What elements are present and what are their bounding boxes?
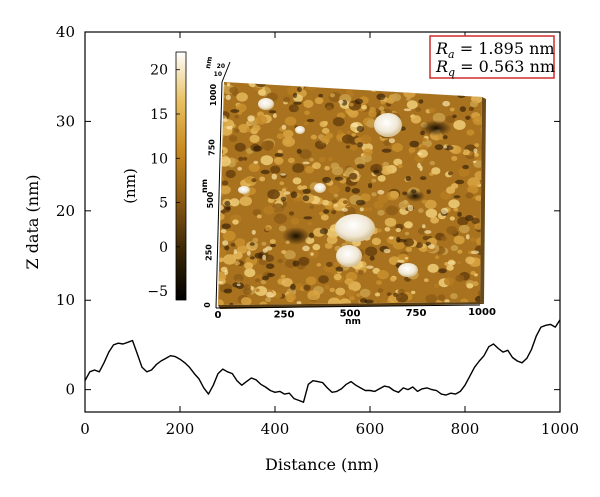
y-axis-label: Z data (nm) [23,175,42,270]
colorbar-bar [175,51,187,301]
x-axis-label: Distance (nm) [265,455,379,474]
y-tick-label: 10 [56,291,75,309]
inset-x-tick-label: 500 [340,309,361,320]
x-tick-label: 400 [261,420,290,438]
y-tick-label: 40 [56,23,75,41]
inset-z-axis-label: nm [204,56,214,69]
x-tick-label: 0 [80,420,90,438]
x-tick-label: 200 [166,420,195,438]
inset-z-axis-line [221,61,231,83]
x-axis: 0 200 400 600 800 1000 [80,32,579,438]
inset-x-tick-label: 1000 [468,307,496,318]
inset-y-tick-label: 500 [206,191,215,208]
colorbar-tick-label: 10 [150,151,168,167]
plot-frame [84,31,561,413]
surface-pit [420,120,452,136]
surface-bump [398,263,418,277]
surface-features [238,98,452,277]
inset-x-tick-label: 0 [215,310,222,321]
inset-x-axis-line [215,304,481,309]
colorbar-ticks: 20 15 10 5 0 −5 [147,63,180,300]
inset-z-tick-label: 10 [214,71,222,78]
x-tick-label: 1000 [541,420,579,438]
colorbar-label: (nm) [121,168,139,204]
inset-y-axis-line [215,81,223,309]
inset-z-tick-label: 20 [217,63,225,70]
surface-bump [295,126,305,134]
y-tick-label: 30 [56,112,75,130]
x-tick-label: 800 [451,420,480,438]
inset-y-ticks: 0 250 500 750 1000 [203,83,218,307]
inset-y-tick-label: 0 [203,302,212,308]
surface-bump [238,186,250,194]
y-tick-label: 20 [56,202,75,220]
colorbar-tick-label: −5 [147,284,168,300]
surface-base [218,82,482,305]
surface-bump [374,113,402,137]
ra-text: Ra = 1.895 nm [435,39,555,61]
surface-bump [336,245,362,267]
surface-bump [258,98,274,110]
inset-x-tick-label: 250 [274,309,295,320]
rq-text: Rq = 0.563 nm [435,57,555,79]
inset-y-axis-label: nm [200,179,209,193]
x-tick-label: 600 [356,420,385,438]
inset-y-tick-label: 250 [205,244,214,261]
colorbar-tick-label: 5 [159,196,168,212]
surface-pit [405,190,425,202]
profile-line [84,319,561,403]
inset-x-ticks: 0 250 500 750 1000 [215,307,496,321]
surface-edge-right [480,97,486,304]
colorbar-tick-label: 20 [150,63,168,79]
colorbar: 20 15 10 5 0 −5 (nm) [121,51,187,301]
y-tick-label: 0 [65,381,75,399]
colorbar-tick-label: 0 [159,240,168,256]
inset-x-axis-label: nm [345,317,361,327]
roughness-box [429,35,555,79]
inset-y-tick-label: 1000 [209,83,218,106]
surface-pit [282,227,310,245]
inset-y-tick-label: 750 [208,139,217,156]
roughness-legend: Ra = 1.895 nm Rq = 0.563 nm [429,35,555,79]
inset-x-tick-label: 750 [406,308,427,319]
surface-bump [314,183,326,193]
colorbar-tick-label: 15 [150,107,168,123]
surface-bump [335,214,375,242]
